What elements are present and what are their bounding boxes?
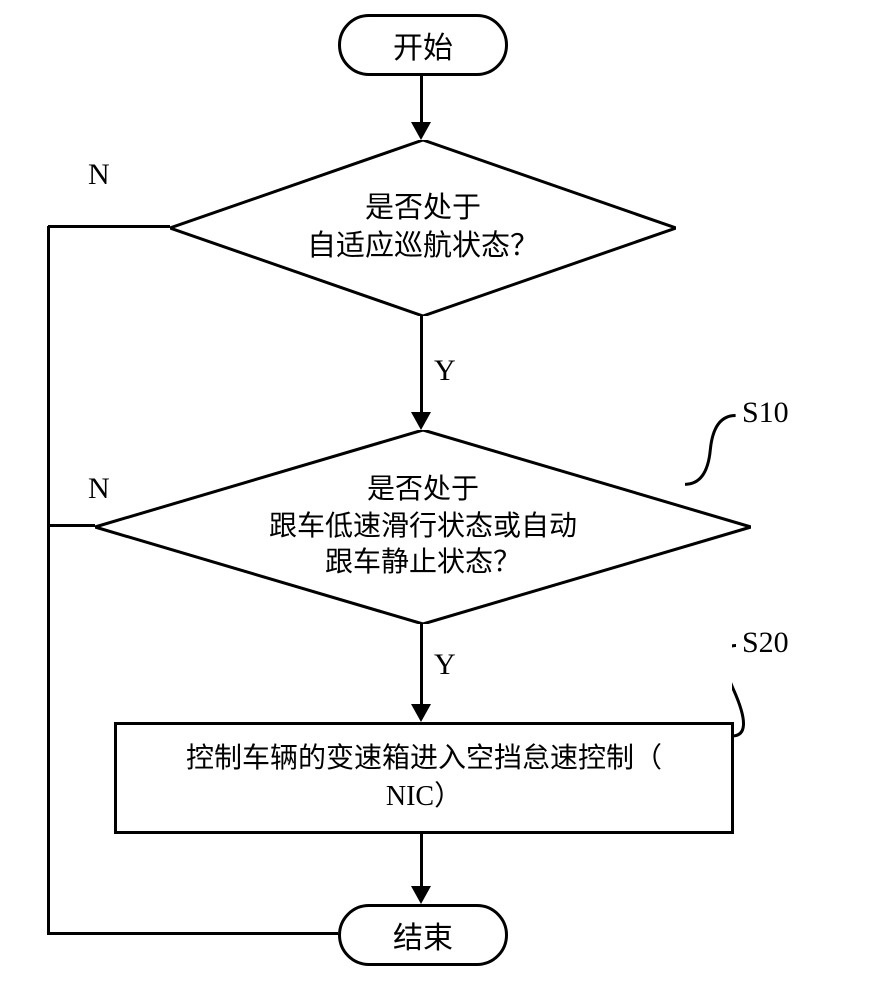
flowchart-container: 开始 是否处于 自适应巡航状态？ 是否处于 跟车低速滑行状态或自动 跟车静止状态… (0, 0, 869, 1000)
start-terminator: 开始 (338, 14, 508, 76)
decision2-line1: 是否处于 (269, 472, 577, 508)
decision2-text: 是否处于 跟车低速滑行状态或自动 跟车静止状态？ (269, 472, 577, 581)
step-label-s20: S20 (732, 626, 832, 766)
edge-d2-no-horizontal (48, 524, 95, 527)
label-d2-no: N (88, 472, 110, 506)
decision1-text: 是否处于 自适应巡航状态？ (307, 190, 539, 265)
process1-line1: 控制车辆的变速箱进入空挡怠速控制（ (186, 740, 662, 778)
arrowhead-d2-to-p1 (411, 704, 431, 722)
decision-adaptive-cruise: 是否处于 自适应巡航状态？ (170, 140, 676, 316)
edge-left-vertical (47, 226, 50, 935)
label-d2-yes: Y (434, 648, 456, 682)
arrowhead-d1-to-d2 (411, 412, 431, 430)
step-label-s10-text: S10 (742, 396, 789, 430)
step-label-s10: S10 (685, 396, 832, 514)
end-terminator: 结束 (338, 904, 508, 966)
decision1-line2: 自适应巡航状态？ (307, 228, 539, 266)
decision2-line3: 跟车静止状态？ (269, 545, 577, 581)
decision-follow-state: 是否处于 跟车低速滑行状态或自动 跟车静止状态？ (95, 430, 751, 624)
process-nic-control: 控制车辆的变速箱进入空挡怠速控制（ NIC） (114, 722, 734, 834)
decision1-line1: 是否处于 (307, 190, 539, 228)
edge-d2-to-p1 (420, 624, 423, 707)
edge-d1-to-d2 (420, 316, 423, 415)
edge-d1-no-horizontal (48, 225, 170, 228)
process1-line2: NIC） (186, 778, 662, 816)
label-d1-no: N (88, 158, 110, 192)
process1-text: 控制车辆的变速箱进入空挡怠速控制（ NIC） (186, 740, 662, 816)
edge-p1-to-end (420, 834, 423, 889)
decision2-line2: 跟车低速滑行状态或自动 (269, 509, 577, 545)
arrowhead-p1-to-end (411, 886, 431, 904)
start-label: 开始 (393, 23, 453, 67)
label-d1-yes: Y (434, 354, 456, 388)
edge-start-to-d1 (420, 76, 423, 125)
step-label-s20-text: S20 (742, 626, 789, 660)
end-label: 结束 (393, 913, 453, 957)
arrowhead-start-to-d1 (411, 122, 431, 140)
edge-left-to-end (48, 932, 338, 935)
